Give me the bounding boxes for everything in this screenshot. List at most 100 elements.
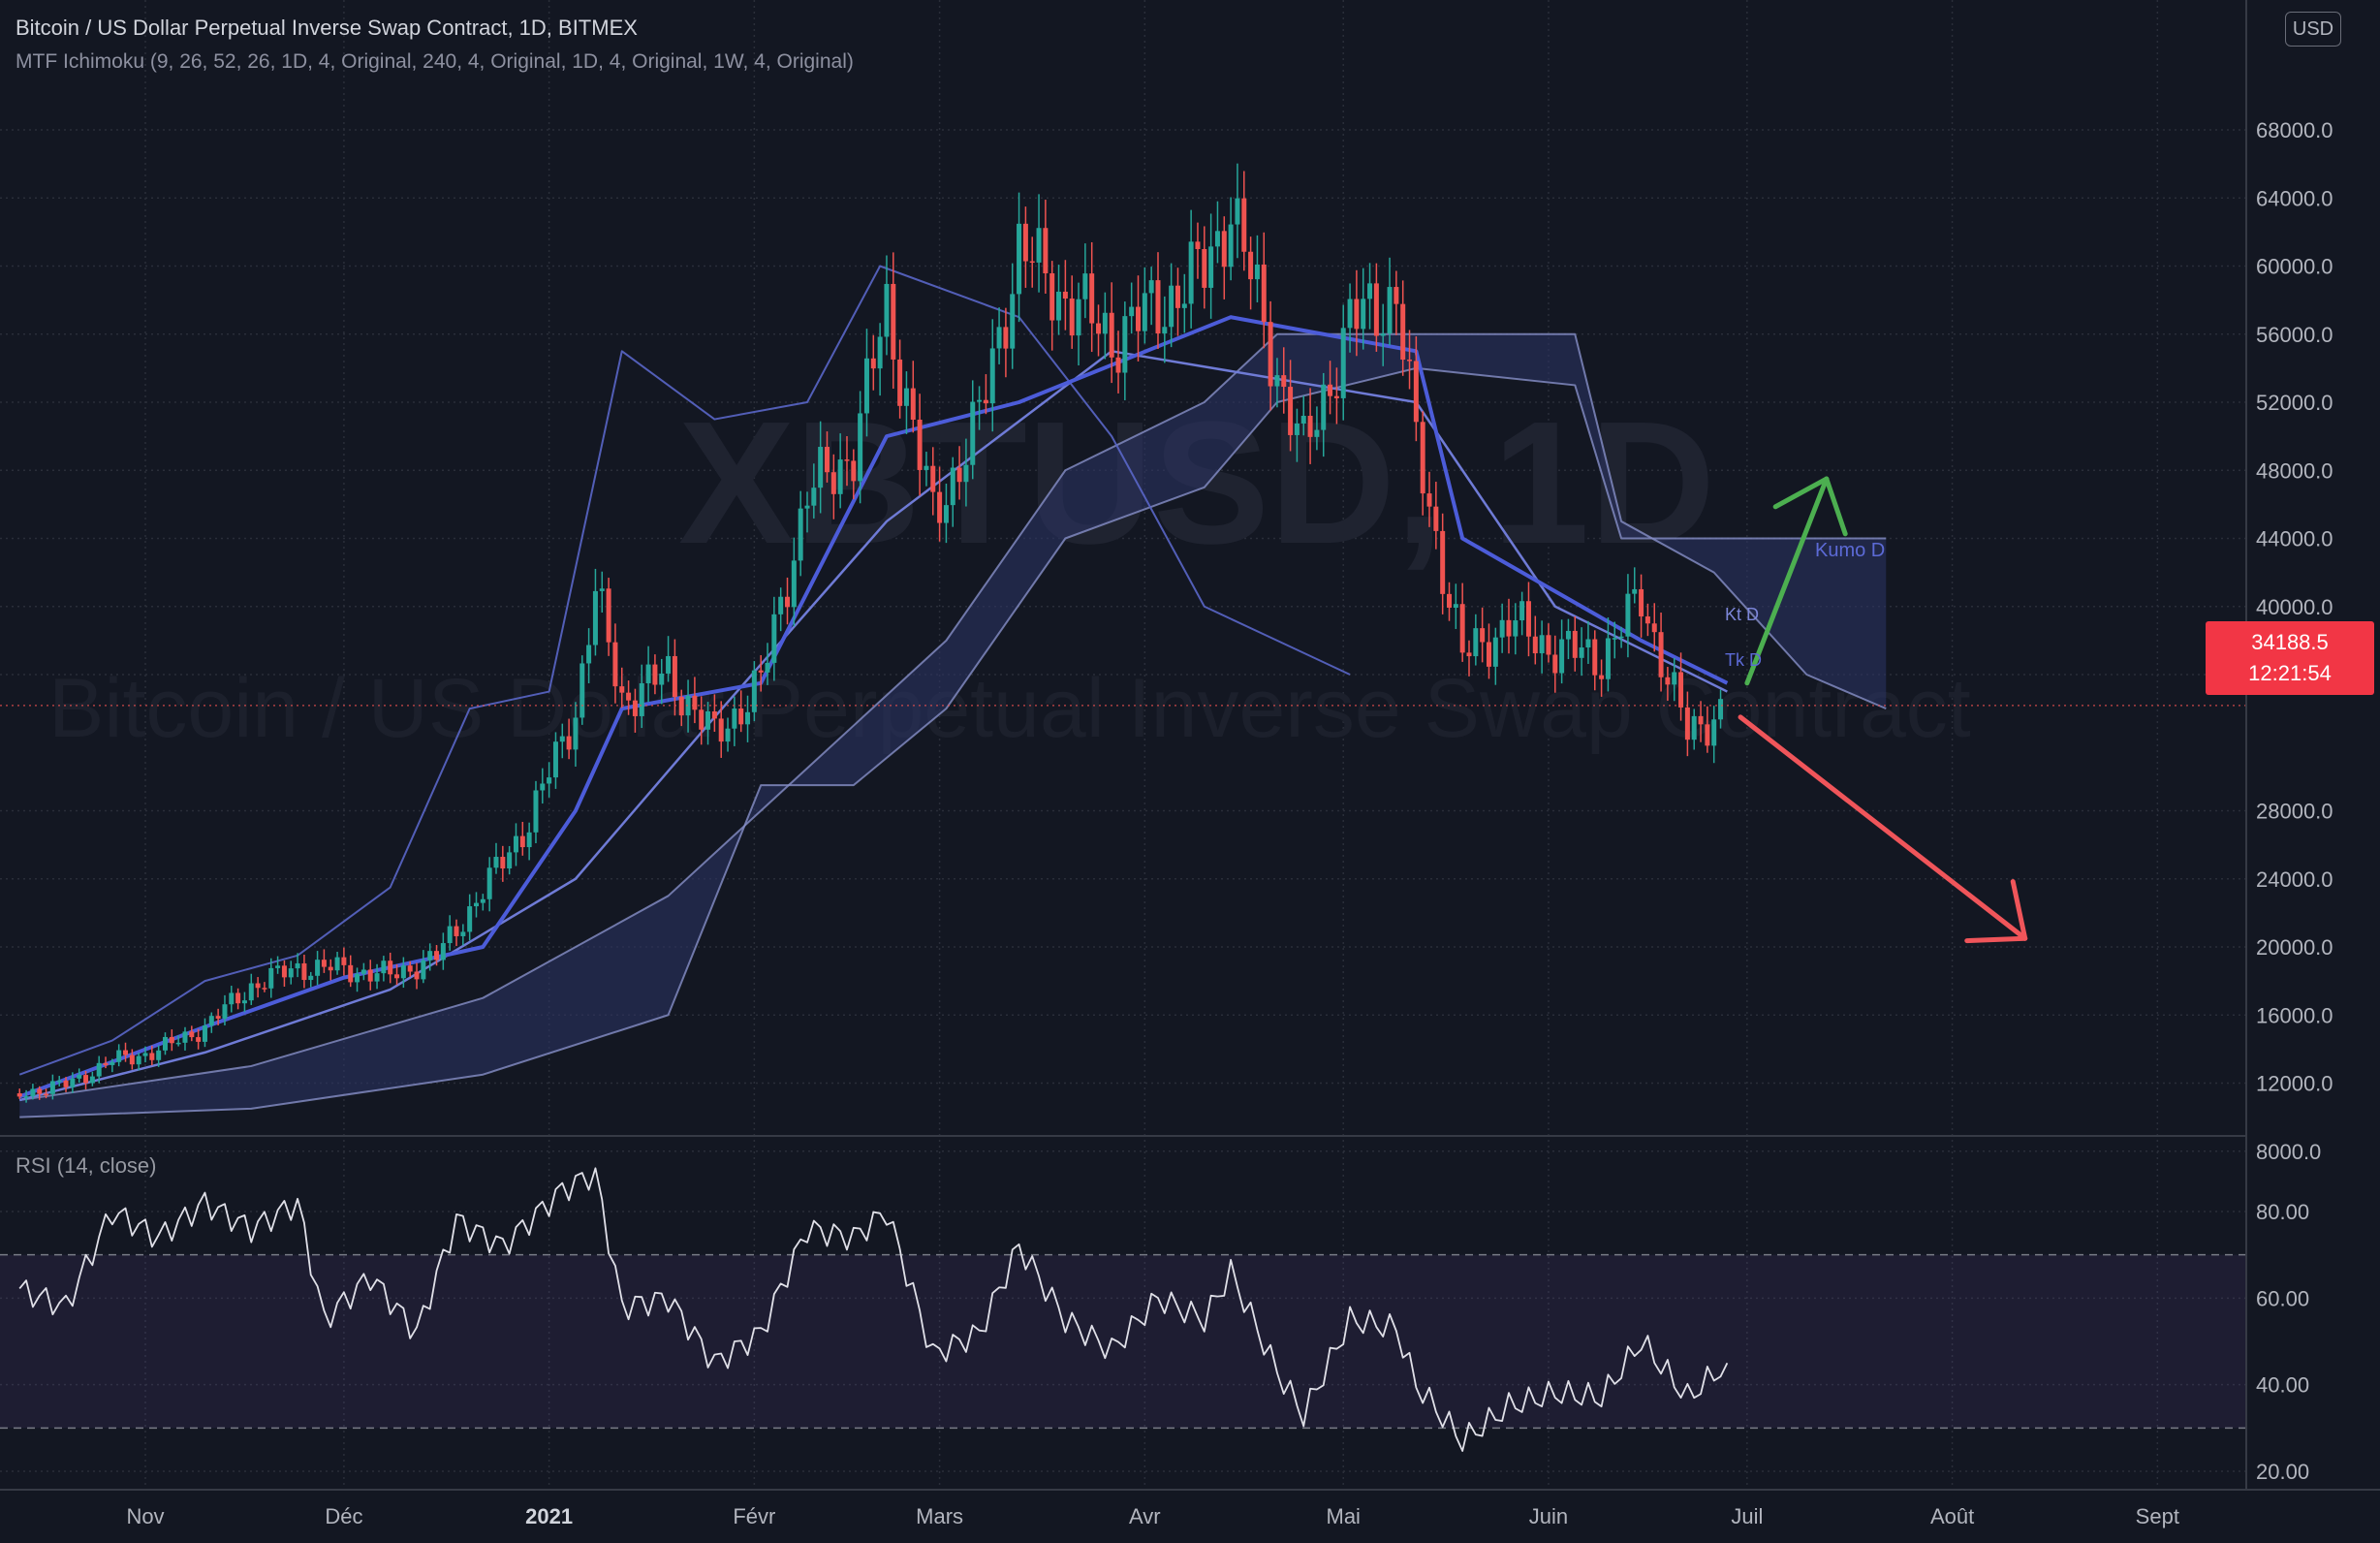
- price-axis-label: 68000.0: [2256, 118, 2333, 142]
- candle-body: [606, 588, 611, 643]
- candle-body: [540, 783, 546, 791]
- candle-body: [1705, 724, 1710, 746]
- candle-body: [1440, 530, 1446, 594]
- candle-body: [1373, 283, 1379, 336]
- candle-body: [388, 960, 393, 975]
- candle-body: [1129, 306, 1135, 317]
- rsi-title[interactable]: RSI (14, close): [16, 1153, 157, 1178]
- candle-body: [407, 965, 413, 972]
- candle-body: [1069, 299, 1075, 336]
- indicator-legend[interactable]: MTF Ichimoku (9, 26, 52, 26, 1D, 4, Orig…: [16, 50, 854, 73]
- candle-body: [1552, 654, 1558, 674]
- candle-body: [1447, 593, 1453, 608]
- rsi-axis-label: 80.00: [2256, 1200, 2309, 1224]
- candle-body: [360, 969, 366, 974]
- candle-body: [1718, 699, 1724, 720]
- candle-body: [1579, 647, 1584, 658]
- candle-body: [460, 931, 466, 936]
- candle-body: [1248, 251, 1254, 280]
- candle-body: [149, 1053, 155, 1060]
- candle-body: [1202, 248, 1207, 288]
- candle-body: [891, 283, 896, 360]
- candle-body: [758, 670, 764, 673]
- candle-body: [70, 1078, 76, 1087]
- candle-body: [970, 401, 976, 465]
- price-axis-label: 24000.0: [2256, 867, 2333, 892]
- candle-body: [89, 1076, 95, 1084]
- candle-body: [142, 1053, 148, 1056]
- candle-body: [56, 1080, 62, 1083]
- annotation-kumo: Kumo D: [1815, 540, 1885, 561]
- candle-body: [1162, 327, 1168, 334]
- candle-body: [1010, 294, 1016, 349]
- candle-body: [1420, 422, 1425, 494]
- price-axis-label: 40000.0: [2256, 595, 2333, 619]
- candle-body: [818, 447, 824, 488]
- candle-body: [1639, 588, 1644, 617]
- candle-body: [400, 965, 406, 979]
- candle-body: [341, 957, 347, 965]
- candle-body: [241, 1000, 247, 1004]
- candle-body: [745, 711, 751, 725]
- candle-body: [262, 988, 267, 990]
- candle-body: [315, 960, 321, 976]
- candle-body: [1221, 231, 1227, 268]
- candle-body: [1254, 264, 1260, 280]
- candle-body: [678, 697, 684, 716]
- candle-body: [1612, 638, 1617, 640]
- candle-body: [1519, 601, 1525, 621]
- candle-body: [1400, 303, 1406, 361]
- candle-body: [1480, 628, 1486, 643]
- candle-body: [169, 1036, 174, 1044]
- candle-body: [321, 960, 327, 967]
- candle-body: [732, 709, 737, 729]
- candle-body: [632, 700, 638, 716]
- candle-body: [37, 1088, 43, 1094]
- time-axis-label: Juin: [1529, 1504, 1568, 1528]
- candle-body: [480, 898, 485, 903]
- trend-arrow-up: [1744, 476, 1848, 686]
- candle-body: [924, 465, 929, 470]
- candle-body: [1174, 285, 1180, 308]
- candle-body: [421, 960, 426, 980]
- candle-body: [1208, 246, 1214, 288]
- candle-body: [930, 465, 936, 492]
- candle-body: [751, 670, 757, 712]
- candle-body: [824, 447, 830, 473]
- candle-body: [1459, 604, 1465, 653]
- candle-body: [96, 1062, 102, 1077]
- price-axis-label: 20000.0: [2256, 935, 2333, 960]
- candle-body: [559, 736, 565, 742]
- candle-body: [699, 709, 705, 730]
- candle-body: [447, 926, 453, 944]
- candle-body: [844, 459, 850, 461]
- kijun-line: [18, 350, 1728, 1102]
- candle-body: [1333, 395, 1339, 398]
- candle-body: [467, 906, 473, 932]
- candle-body: [1473, 628, 1479, 657]
- candle-body: [863, 358, 869, 414]
- candle-body: [348, 964, 354, 983]
- currency-button[interactable]: USD: [2285, 12, 2341, 47]
- candle-body: [44, 1093, 49, 1096]
- candle-body: [222, 1004, 228, 1019]
- candle-body: [798, 508, 803, 561]
- candle-body: [1082, 273, 1088, 299]
- candle-body: [1394, 287, 1399, 304]
- candle-body: [1678, 672, 1684, 708]
- candle-body: [295, 962, 300, 969]
- price-axis-label: 56000.0: [2256, 323, 2333, 347]
- candle-body: [1347, 299, 1353, 329]
- candle-body: [837, 459, 843, 494]
- candle-body: [1684, 707, 1690, 740]
- candle-body: [215, 1016, 221, 1019]
- time-axis-label: Déc: [325, 1504, 362, 1528]
- candle-body: [1658, 632, 1664, 677]
- candle-body: [1698, 715, 1704, 725]
- candle-body: [778, 596, 784, 614]
- candle-body: [1513, 620, 1519, 637]
- candle-body: [83, 1075, 89, 1084]
- current-price-tag: 34188.5 12:21:54: [2206, 621, 2374, 695]
- price-axis-label: 8000.0: [2256, 1140, 2321, 1164]
